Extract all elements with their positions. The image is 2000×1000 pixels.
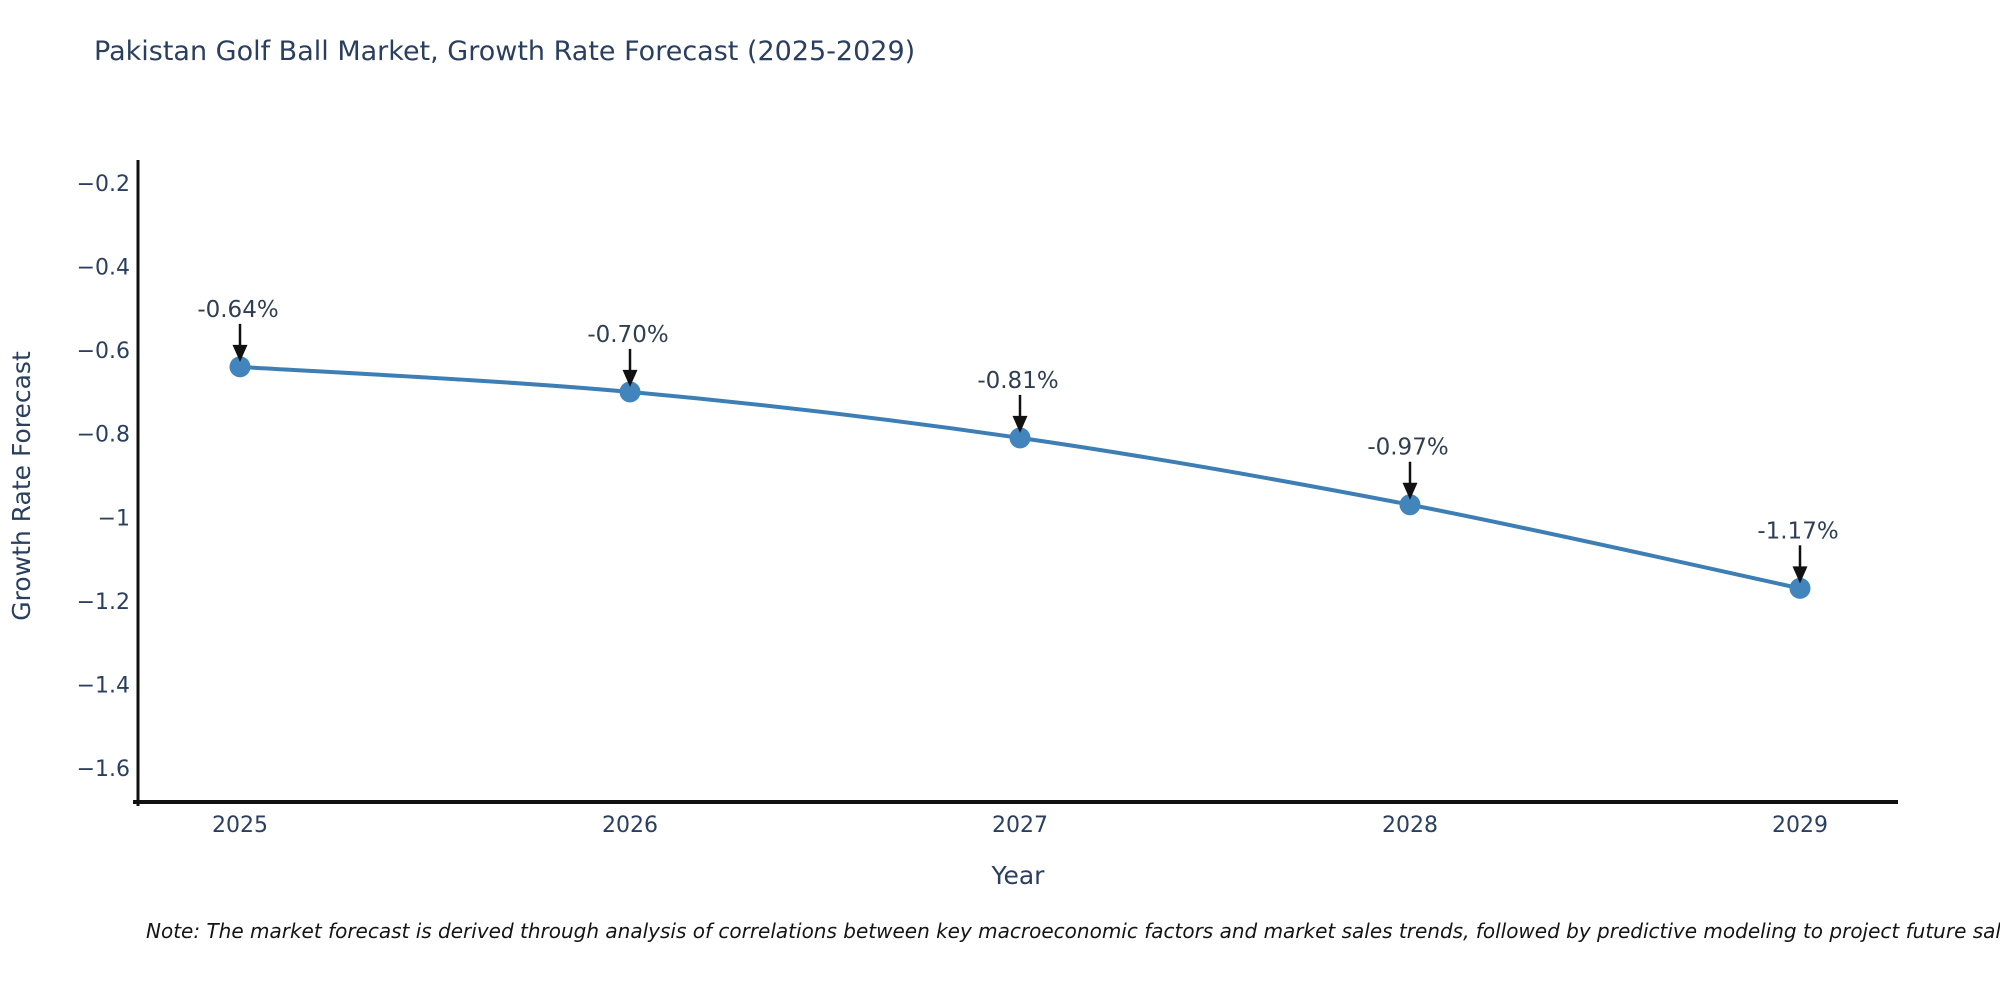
x-tick-label: 2026 bbox=[602, 813, 658, 838]
data-point-label: -0.70% bbox=[587, 322, 668, 348]
data-point-label: -0.97% bbox=[1367, 435, 1448, 461]
data-point-marker bbox=[1009, 427, 1031, 449]
x-tick-label: 2029 bbox=[1772, 813, 1828, 838]
y-tick-label: −0.6 bbox=[77, 339, 130, 364]
data-point-label: -0.64% bbox=[197, 297, 278, 323]
y-tick-label: −1.4 bbox=[77, 673, 130, 698]
data-point-label: -1.17% bbox=[1757, 518, 1838, 544]
y-tick-label: −0.8 bbox=[77, 423, 130, 448]
annotation-arrow-head bbox=[1402, 482, 1418, 500]
y-tick-label: −0.2 bbox=[77, 172, 130, 197]
data-point-marker bbox=[229, 356, 251, 378]
x-tick-label: 2027 bbox=[992, 813, 1048, 838]
data-point-marker bbox=[1399, 494, 1421, 516]
y-tick-label: −1.2 bbox=[77, 590, 130, 615]
y-tick-label: −1.6 bbox=[77, 757, 130, 782]
data-point-label: -0.81% bbox=[977, 368, 1058, 394]
x-tick-label: 2025 bbox=[212, 813, 268, 838]
annotation-arrow-head bbox=[232, 344, 248, 362]
x-axis-title: Year bbox=[991, 861, 1046, 890]
y-tick-label: −0.4 bbox=[77, 256, 130, 281]
data-point-marker bbox=[1789, 577, 1811, 599]
annotation-arrow-head bbox=[1792, 566, 1808, 584]
annotation-arrow-head bbox=[622, 369, 638, 387]
chart-title: Pakistan Golf Ball Market, Growth Rate F… bbox=[94, 36, 916, 67]
x-tick-label: 2028 bbox=[1382, 813, 1438, 838]
footnote: Note: The market forecast is derived thr… bbox=[146, 919, 2000, 943]
y-axis-title: Growth Rate Forecast bbox=[7, 351, 36, 621]
annotation-arrow-head bbox=[1012, 415, 1028, 433]
data-point-marker bbox=[619, 381, 641, 403]
y-tick-label: −1 bbox=[98, 506, 130, 531]
